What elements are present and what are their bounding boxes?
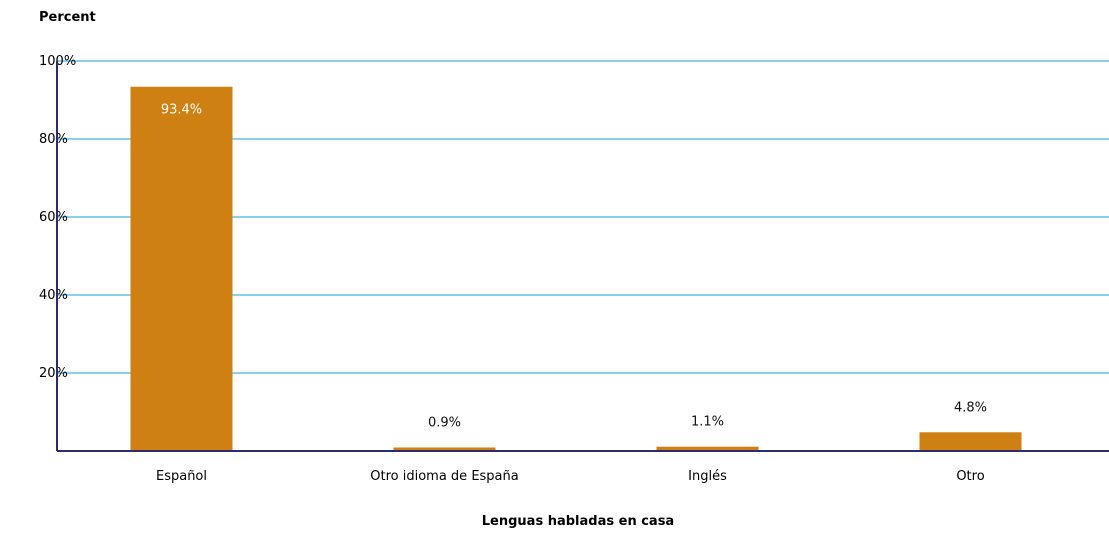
bars bbox=[130, 86, 1022, 452]
y-tick-label: 20% bbox=[39, 366, 68, 381]
x-tick-label: Otro idioma de España bbox=[370, 469, 518, 484]
x-tick-label: Español bbox=[156, 469, 207, 484]
x-tick-label: Inglés bbox=[688, 469, 727, 484]
y-tick-label: 60% bbox=[39, 210, 68, 225]
data-label: 4.8% bbox=[954, 400, 987, 415]
axes bbox=[56, 61, 1109, 452]
x-axis-title: Lenguas habladas en casa bbox=[482, 514, 674, 529]
data-label: 93.4% bbox=[161, 103, 202, 118]
y-tick-label: 80% bbox=[39, 132, 68, 147]
y-tick-labels: 20%40%60%80%100% bbox=[39, 54, 76, 381]
data-label: 1.1% bbox=[691, 415, 724, 430]
data-labels: 93.4% 0.9% 1.1% 4.8% bbox=[161, 103, 987, 431]
x-tick-label: Otro bbox=[956, 469, 984, 484]
y-axis-title: Percent bbox=[39, 10, 96, 25]
data-label: 0.9% bbox=[428, 415, 461, 430]
y-tick-label: 40% bbox=[39, 288, 68, 303]
bar bbox=[656, 446, 759, 451]
bar bbox=[919, 432, 1022, 451]
x-tick-labels: Español Otro idioma de España Inglés Otro bbox=[156, 469, 985, 484]
bar bbox=[393, 447, 496, 451]
bar bbox=[130, 86, 233, 452]
